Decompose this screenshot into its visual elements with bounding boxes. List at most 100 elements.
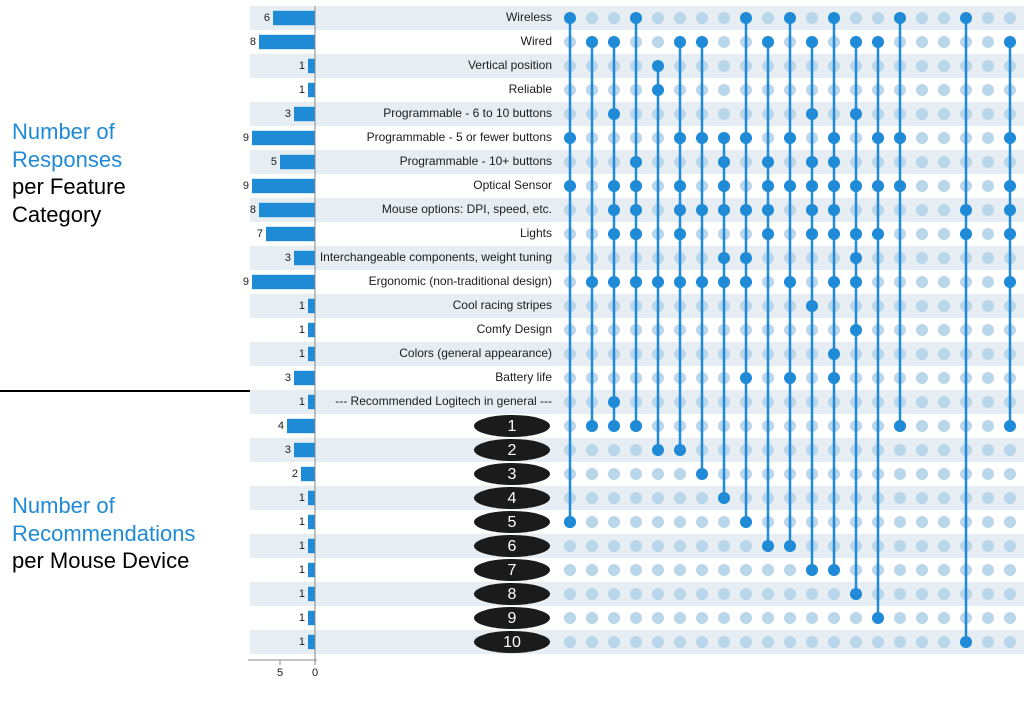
matrix-dot-solid bbox=[718, 276, 730, 288]
matrix-dot-faded bbox=[982, 468, 994, 480]
bar-value-label: 1 bbox=[299, 60, 305, 72]
matrix-dot-faded bbox=[696, 516, 708, 528]
matrix-dot-faded bbox=[608, 444, 620, 456]
matrix-dot-faded bbox=[938, 348, 950, 360]
matrix-dot-solid bbox=[740, 252, 752, 264]
matrix-dot-solid bbox=[718, 204, 730, 216]
device-badge-label: 9 bbox=[508, 610, 517, 627]
bar-value-label: 1 bbox=[299, 324, 305, 336]
matrix-dot-faded bbox=[1004, 444, 1016, 456]
label-line: Number of bbox=[12, 492, 200, 520]
matrix-dot-faded bbox=[938, 276, 950, 288]
bar-value-label: 1 bbox=[299, 84, 305, 96]
matrix-dot-faded bbox=[806, 588, 818, 600]
matrix-dot-faded bbox=[938, 588, 950, 600]
matrix-dot-faded bbox=[718, 588, 730, 600]
bar bbox=[301, 467, 315, 481]
matrix-dot-faded bbox=[916, 132, 928, 144]
matrix-dot-faded bbox=[982, 636, 994, 648]
matrix-dot-faded bbox=[740, 612, 752, 624]
matrix-dot-faded bbox=[938, 492, 950, 504]
matrix-dot-faded bbox=[938, 612, 950, 624]
matrix-dot-faded bbox=[894, 492, 906, 504]
label-line: per Mouse Device bbox=[12, 547, 200, 575]
matrix-dot-faded bbox=[630, 588, 642, 600]
matrix-dot-solid bbox=[762, 180, 774, 192]
matrix-dot-solid bbox=[894, 180, 906, 192]
matrix-dot-faded bbox=[982, 516, 994, 528]
matrix-dot-solid bbox=[718, 252, 730, 264]
matrix-dot-faded bbox=[652, 612, 664, 624]
matrix-dot-faded bbox=[586, 612, 598, 624]
matrix-dot-faded bbox=[982, 12, 994, 24]
matrix-dot-terminal bbox=[872, 612, 884, 624]
matrix-dot-faded bbox=[938, 516, 950, 528]
bar-value-label: 1 bbox=[299, 300, 305, 312]
matrix-dot-faded bbox=[674, 612, 686, 624]
matrix-dot-faded bbox=[608, 588, 620, 600]
bar bbox=[308, 83, 315, 97]
matrix-dot-faded bbox=[608, 636, 620, 648]
matrix-dot-faded bbox=[916, 156, 928, 168]
matrix-dot-faded bbox=[982, 324, 994, 336]
matrix-dot-terminal bbox=[960, 636, 972, 648]
matrix-dot-faded bbox=[894, 444, 906, 456]
matrix-dot-solid bbox=[630, 180, 642, 192]
row-label: Ergonomic (non-traditional design) bbox=[369, 274, 552, 288]
bar-value-label: 1 bbox=[299, 396, 305, 408]
bar-value-label: 3 bbox=[285, 372, 291, 384]
matrix-dot-faded bbox=[916, 12, 928, 24]
matrix-dot-faded bbox=[938, 204, 950, 216]
bar bbox=[280, 155, 315, 169]
matrix-dot-faded bbox=[894, 516, 906, 528]
device-badge-label: 1 bbox=[508, 418, 517, 435]
matrix-dot-faded bbox=[674, 468, 686, 480]
matrix-dot-terminal bbox=[718, 492, 730, 504]
bar bbox=[252, 275, 315, 289]
matrix-dot-faded bbox=[916, 228, 928, 240]
matrix-dot-faded bbox=[608, 468, 620, 480]
matrix-dot-faded bbox=[916, 420, 928, 432]
bar-value-label: 1 bbox=[299, 588, 305, 600]
matrix-dot-solid bbox=[828, 204, 840, 216]
device-badge-label: 6 bbox=[508, 538, 517, 555]
matrix-dot-solid bbox=[894, 132, 906, 144]
matrix-dot-solid bbox=[850, 36, 862, 48]
matrix-dot-faded bbox=[982, 276, 994, 288]
matrix-dot-solid bbox=[696, 276, 708, 288]
matrix-dot-terminal bbox=[652, 444, 664, 456]
matrix-dot-solid bbox=[740, 372, 752, 384]
matrix-dot-solid bbox=[608, 228, 620, 240]
bar-value-label: 3 bbox=[285, 108, 291, 120]
device-badge-label: 8 bbox=[508, 586, 517, 603]
matrix-dot-faded bbox=[784, 636, 796, 648]
matrix-dot-faded bbox=[586, 12, 598, 24]
matrix-dot-solid bbox=[806, 36, 818, 48]
matrix-dot-solid bbox=[674, 228, 686, 240]
matrix-dot-faded bbox=[894, 588, 906, 600]
matrix-dot-faded bbox=[630, 492, 642, 504]
matrix-dot-solid bbox=[762, 156, 774, 168]
matrix-dot-faded bbox=[894, 636, 906, 648]
matrix-dot-faded bbox=[916, 252, 928, 264]
matrix-dot-solid bbox=[630, 156, 642, 168]
matrix-dot-faded bbox=[916, 492, 928, 504]
matrix-dot-faded bbox=[718, 612, 730, 624]
matrix-dot-faded bbox=[652, 12, 664, 24]
matrix-dot-terminal bbox=[806, 564, 818, 576]
matrix-dot-faded bbox=[850, 636, 862, 648]
bar bbox=[259, 35, 315, 49]
row-label: Mouse options: DPI, speed, etc. bbox=[382, 202, 552, 216]
matrix-dot-solid bbox=[630, 276, 642, 288]
matrix-dot-faded bbox=[916, 516, 928, 528]
matrix-dot-solid bbox=[696, 36, 708, 48]
bar-value-label: 1 bbox=[299, 564, 305, 576]
matrix-dot-solid bbox=[784, 276, 796, 288]
matrix-dot-faded bbox=[630, 444, 642, 456]
matrix-dot-faded bbox=[982, 204, 994, 216]
matrix-dot-faded bbox=[608, 612, 620, 624]
matrix-dot-faded bbox=[982, 84, 994, 96]
matrix-dot-faded bbox=[894, 564, 906, 576]
matrix-dot-faded bbox=[916, 468, 928, 480]
matrix-dot-solid bbox=[762, 36, 774, 48]
